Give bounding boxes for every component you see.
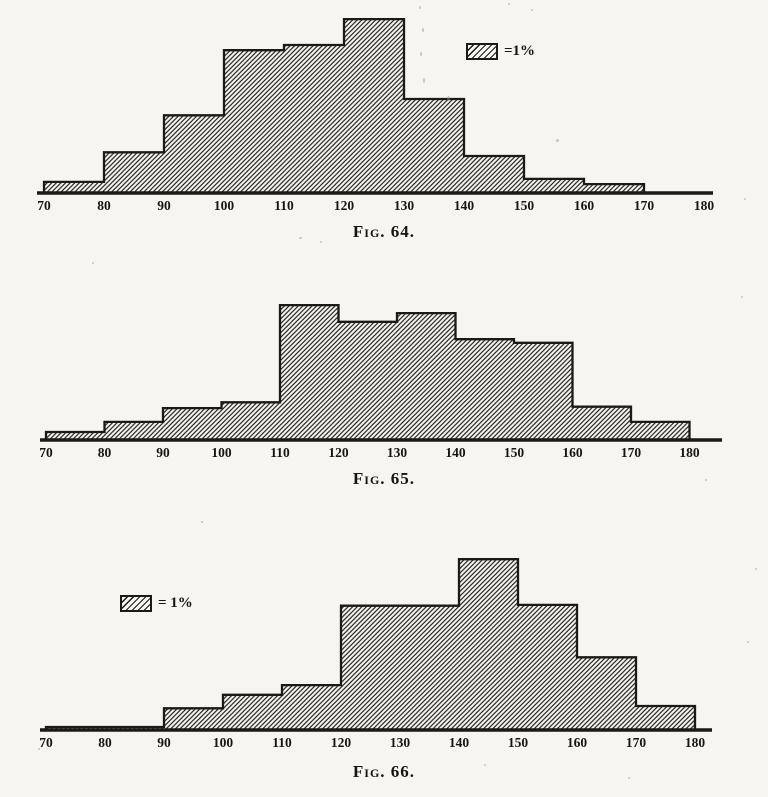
scan-speckle — [741, 296, 743, 298]
x-tick-label: 180 — [679, 445, 700, 460]
scan-speckle — [744, 198, 746, 200]
scan-speckle — [508, 3, 510, 5]
scan-speckle — [484, 764, 486, 766]
scan-speckle — [419, 6, 421, 9]
scan-speckle — [747, 641, 749, 643]
scan-speckle — [92, 262, 94, 264]
legend-66: = 1% — [120, 595, 193, 612]
x-tick-label: 150 — [514, 198, 535, 213]
x-tick-label: 90 — [157, 198, 171, 213]
x-tick-label: 140 — [454, 198, 475, 213]
histogram-shape — [44, 558, 697, 732]
legend-64: =1% — [466, 43, 535, 60]
x-tick-label: 70 — [37, 198, 51, 213]
scan-speckle — [755, 568, 757, 570]
x-tick-label: 170 — [634, 198, 655, 213]
scan-speckle — [531, 9, 533, 11]
figure-66-caption: Fig. 66. — [352, 762, 416, 781]
x-tick-label: 80 — [98, 735, 112, 750]
x-tick-label: 70 — [39, 445, 53, 460]
x-tick-label: 100 — [211, 445, 232, 460]
hatch-swatch-icon — [466, 43, 498, 60]
x-tick-label: 120 — [331, 735, 352, 750]
scan-speckle — [299, 237, 302, 239]
hatch-swatch-icon — [120, 595, 152, 612]
x-tick-label: 80 — [98, 445, 112, 460]
histogram-shape — [42, 17, 704, 195]
histogram-65: 70 80 90 100 110 120 130 140 150 160 170 180 — [39, 303, 722, 460]
x-tick-label: 160 — [562, 445, 583, 460]
x-tick-label: 150 — [508, 735, 529, 750]
scan-speckle — [556, 139, 559, 142]
figure-64-caption: Fig. 64. — [352, 222, 416, 241]
scan-speckle — [273, 57, 275, 59]
x-tick-label: 130 — [394, 198, 415, 213]
x-tick-label: 120 — [328, 445, 349, 460]
scan-speckle — [423, 78, 425, 83]
scan-speckle — [420, 52, 422, 56]
histogram-shape — [44, 303, 691, 442]
x-tick-label: 80 — [97, 198, 111, 213]
scan-speckle — [628, 777, 630, 779]
legend-label: =1% — [504, 43, 536, 59]
figure-65-caption: Fig. 65. — [352, 469, 416, 488]
x-tick-label: 110 — [272, 735, 292, 750]
x-tick-label: 110 — [270, 445, 290, 460]
x-tick-label: 160 — [574, 198, 595, 213]
scan-speckle — [447, 96, 450, 101]
x-tick-label: 100 — [213, 735, 234, 750]
x-tick-label: 160 — [567, 735, 588, 750]
x-tick-label: 140 — [449, 735, 470, 750]
x-tick-label: 70 — [39, 735, 53, 750]
x-tick-label: 140 — [445, 445, 466, 460]
histogram-66: 70 80 90 100 110 120 130 140 150 160 170 180 — [39, 558, 712, 750]
x-tick-label: 170 — [626, 735, 647, 750]
x-tick-label: 90 — [156, 445, 170, 460]
scan-speckle — [320, 241, 322, 243]
x-tick-label: 130 — [390, 735, 411, 750]
x-tick-label: 150 — [504, 445, 525, 460]
x-tick-label: 130 — [387, 445, 408, 460]
scan-speckle — [38, 748, 40, 750]
x-tick-label: 90 — [157, 735, 171, 750]
x-tick-label: 180 — [694, 198, 715, 213]
legend-label: = 1% — [158, 595, 193, 611]
x-tick-label: 120 — [334, 198, 355, 213]
scan-speckle — [201, 521, 203, 523]
x-tick-label: 110 — [274, 198, 294, 213]
x-tick-label: 180 — [685, 735, 706, 750]
histogram-64: 70 80 90 100 110 120 130 140 150 160 170 180 — [37, 17, 715, 213]
x-tick-label: 170 — [621, 445, 642, 460]
scan-speckle — [422, 28, 424, 32]
scan-speckle — [705, 479, 707, 481]
x-tick-label: 100 — [214, 198, 235, 213]
